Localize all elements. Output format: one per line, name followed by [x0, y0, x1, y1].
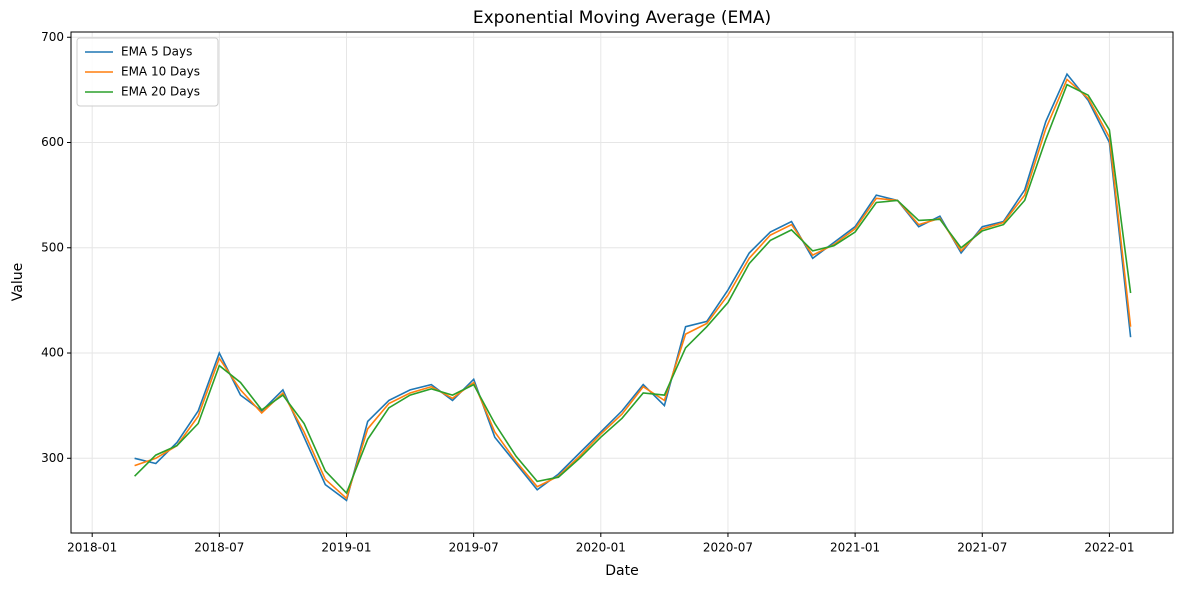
- legend-label: EMA 5 Days: [121, 45, 192, 59]
- x-tick-label: 2018-01: [67, 541, 117, 555]
- legend-label: EMA 20 Days: [121, 85, 200, 99]
- x-tick-label: 2018-07: [194, 541, 244, 555]
- legend-label: EMA 10 Days: [121, 65, 200, 79]
- y-tick-label: 500: [41, 240, 64, 254]
- x-tick-label: 2022-01: [1084, 541, 1134, 555]
- legend-box: [76, 37, 219, 107]
- plot-frame: [70, 31, 1174, 534]
- y-tick-label: 300: [41, 451, 64, 465]
- x-tick-label: 2020-01: [576, 541, 626, 555]
- legend: EMA 5 Days EMA 10 Days EMA 20 Days: [76, 37, 219, 107]
- x-tick-label: 2021-01: [830, 541, 880, 555]
- y-tick-label: 400: [41, 346, 64, 360]
- y-tick-label: 600: [41, 135, 64, 149]
- x-tick-label: 2021-07: [957, 541, 1007, 555]
- y-axis-label: Value: [10, 263, 26, 301]
- y-tick-label: 700: [41, 30, 64, 44]
- x-axis-label: Date: [605, 563, 638, 579]
- series-line: [134, 83, 1132, 495]
- series-line: [134, 72, 1132, 502]
- x-tick-label: 2020-07: [703, 541, 753, 555]
- x-tick-label: 2019-07: [449, 541, 499, 555]
- series-line: [134, 78, 1132, 500]
- x-tick-label: 2019-01: [321, 541, 371, 555]
- chart-title: Exponential Moving Average (EMA): [473, 8, 771, 28]
